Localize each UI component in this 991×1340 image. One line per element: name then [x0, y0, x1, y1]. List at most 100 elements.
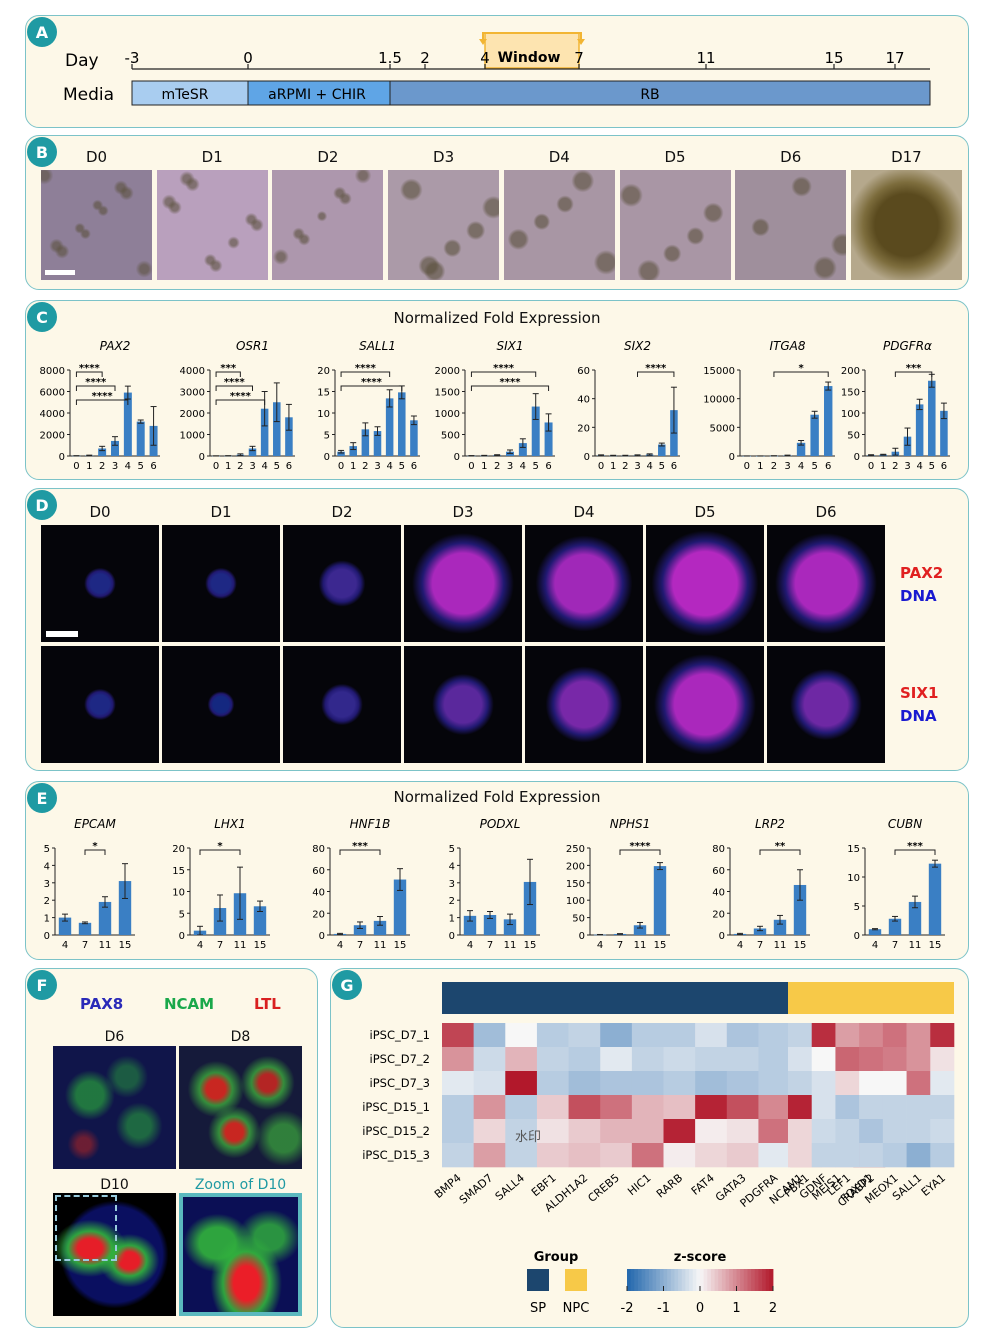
if-label: D6	[815, 503, 837, 521]
heatmap-cell	[726, 1047, 759, 1072]
zscore-gradient-step	[689, 1269, 694, 1291]
heatmap-cell	[930, 1023, 955, 1048]
x-tick-label: 4	[646, 461, 652, 472]
if-image-six1	[404, 646, 522, 763]
heatmap-cell	[600, 1143, 633, 1168]
y-tick-label: 0	[179, 931, 185, 942]
y-tick-label: 5000	[710, 423, 735, 434]
y-tick-label: 20	[317, 366, 330, 377]
bf-image	[503, 170, 615, 280]
heatmap-row-label: iPSC_D7_1	[370, 1028, 430, 1042]
bar	[260, 408, 269, 456]
heatmap-cell	[859, 1047, 884, 1072]
x-tick-label: 3	[507, 461, 513, 472]
x-tick-label: 0	[598, 461, 604, 472]
x-tick-label: 15	[394, 940, 407, 951]
media-rb-label: RB	[640, 87, 659, 103]
chart-PODXL: PODXL 0 1 2 3 4 5 4 7 11 15	[449, 817, 540, 951]
bf-label: D1	[201, 148, 223, 166]
bf-image	[388, 170, 500, 280]
bar	[118, 881, 132, 935]
x-tick-label: 7	[82, 940, 88, 951]
y-tick-label: 20	[312, 909, 325, 920]
heatmap-cell	[663, 1143, 696, 1168]
if-image-pax2	[646, 525, 764, 642]
x-tick-label: 4	[872, 940, 878, 951]
heatmap-cell	[600, 1119, 633, 1144]
heatmap-cell	[536, 1047, 569, 1072]
x-tick-label: 15	[254, 940, 267, 951]
if-label: D4	[573, 503, 595, 521]
bar	[463, 915, 477, 935]
heatmap-cell	[906, 1143, 931, 1168]
heatmap-cell	[663, 1023, 696, 1048]
heatmap-col-label: SALL4	[493, 1171, 527, 1203]
x-tick-label: 4	[125, 461, 131, 472]
y-tick-label: 5	[44, 844, 50, 855]
x-tick-label: 7	[617, 940, 623, 951]
heatmap-cell	[473, 1095, 506, 1120]
heatmap-cell	[695, 1023, 728, 1048]
y-tick-label: 0	[319, 931, 325, 942]
x-tick-label: 2	[771, 461, 777, 472]
chart-title: LRP2	[755, 817, 785, 831]
sig-label: ****	[361, 377, 383, 388]
sig-bracket	[75, 371, 103, 377]
y-tick-label: 1	[449, 914, 455, 925]
heatmap-cell	[473, 1071, 506, 1096]
bf-label: D5	[664, 148, 686, 166]
x-tick-label: 6	[286, 461, 292, 472]
x-tick-label: 4	[916, 461, 922, 472]
zscore-gradient-step	[740, 1269, 745, 1291]
zscore-tick-label: -1	[657, 1301, 670, 1316]
if-image-pax2	[404, 525, 522, 642]
zscore-gradient-step	[656, 1269, 661, 1291]
y-tick-label: 200	[566, 861, 585, 872]
x-tick-label: 4	[261, 461, 267, 472]
bar	[373, 920, 387, 935]
y-tick-label: 10	[317, 409, 330, 420]
sig-label: ****	[500, 377, 522, 388]
y-tick-label: 0	[719, 931, 725, 942]
heatmap-cell	[473, 1023, 506, 1048]
heatmap-cell	[788, 1071, 813, 1096]
heatmap-cell	[835, 1095, 860, 1120]
panel-d-badge: D	[27, 490, 57, 520]
media-bar-mtesr	[131, 80, 249, 106]
heatmap-cell	[505, 1095, 538, 1120]
bar	[653, 866, 667, 935]
heatmap-cell	[758, 1047, 791, 1072]
y-tick-label: 5	[854, 902, 860, 913]
y-tick-label: 250	[566, 844, 585, 855]
x-tick-label: 2	[237, 461, 243, 472]
heatmap-cell	[600, 1047, 633, 1072]
heatmap-cell	[442, 1071, 474, 1096]
if-image-pax2	[283, 525, 401, 642]
window-arrow-right-icon	[577, 39, 585, 45]
x-tick-label: 4	[467, 940, 473, 951]
y-tick-label: 15	[172, 866, 185, 877]
heatmap-cell	[859, 1023, 884, 1048]
heatmap-cell	[882, 1143, 907, 1168]
heatmap-cell	[811, 1119, 836, 1144]
y-tick-label: 1	[44, 914, 50, 925]
heatmap-cell	[473, 1119, 506, 1144]
y-tick-label: 4000	[180, 366, 205, 377]
sig-bracket	[215, 399, 266, 405]
x-tick-label: 15	[524, 940, 537, 951]
x-tick-label: 7	[487, 940, 493, 951]
heatmap-cell	[568, 1071, 601, 1096]
bar	[523, 881, 537, 935]
heatmap-cell	[631, 1071, 664, 1096]
zscore-gradient-step	[634, 1269, 639, 1291]
bar	[337, 451, 345, 456]
heatmap-cell	[788, 1095, 813, 1120]
heatmap-cell	[835, 1143, 860, 1168]
heatmap-cell	[442, 1119, 474, 1144]
heatmap-cell	[930, 1047, 955, 1072]
sig-label: ****	[230, 391, 252, 402]
y-tick-label: 15000	[703, 366, 735, 377]
six1-legend-dna: DNA	[900, 707, 937, 725]
heatmap-cell	[811, 1071, 836, 1096]
